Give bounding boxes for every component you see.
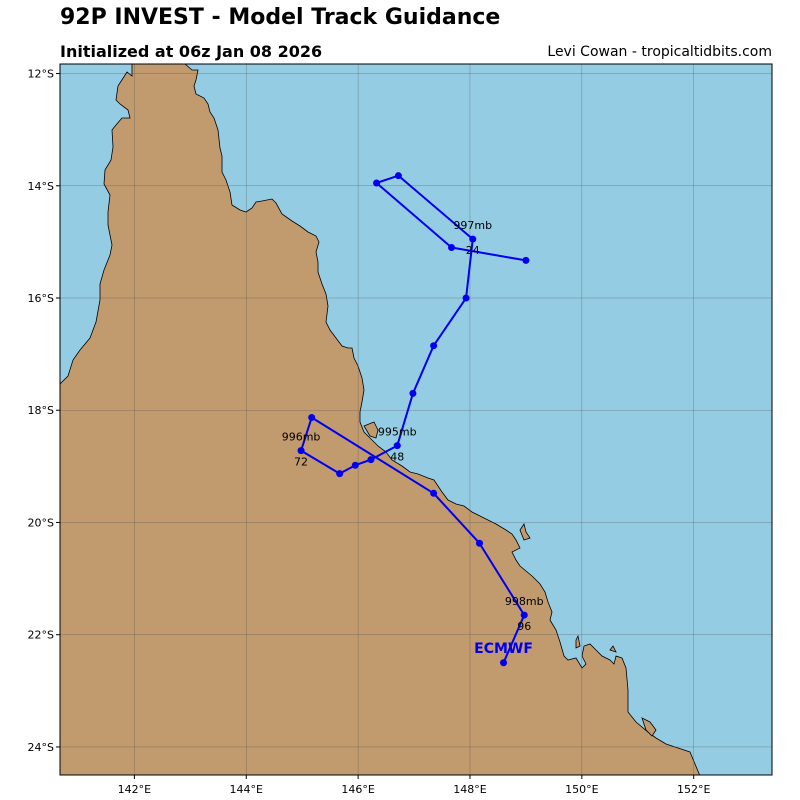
model-label: ECMWF <box>474 641 533 657</box>
map-frame <box>59 63 773 776</box>
lon-tick-label: 142°E <box>118 783 151 796</box>
track-point <box>475 539 483 547</box>
lon-tick-label: 150°E <box>565 783 598 796</box>
track-point <box>373 179 381 187</box>
lat-tick-label: 12°S <box>28 68 54 81</box>
island <box>641 717 657 737</box>
track-point <box>394 172 402 180</box>
lon-tick-label: 152°E <box>677 783 710 796</box>
forecast-hour-label: 72 <box>294 456 308 469</box>
lon-tick-label: 146°E <box>341 783 374 796</box>
track-point <box>520 611 528 619</box>
init-time-label: Initialized at 06z Jan 08 2026 <box>60 42 323 61</box>
map-title: 92P INVEST - Model Track Guidance <box>60 5 501 30</box>
lat-tick-label: 24°S <box>28 741 54 754</box>
lat-tick-label: 20°S <box>28 516 54 529</box>
track-point <box>469 235 477 243</box>
credit-label: Levi Cowan - tropicaltidbits.com <box>547 44 772 60</box>
lat-tick-label: 18°S <box>28 404 54 417</box>
graticule <box>60 64 772 775</box>
forecast-hour-label: 24 <box>466 244 480 257</box>
track-point <box>393 442 401 450</box>
pressure-label: 995mb <box>378 426 417 439</box>
track-point <box>367 456 375 464</box>
track-point <box>308 414 316 422</box>
forecast-hour-label: 48 <box>390 451 404 464</box>
pressure-label: 997mb <box>453 219 492 232</box>
track-point <box>409 389 417 397</box>
track-point <box>336 470 344 478</box>
island <box>363 421 379 439</box>
track-point <box>522 256 530 264</box>
island <box>575 634 581 649</box>
pressure-label: 996mb <box>282 431 321 444</box>
track-point <box>462 294 470 302</box>
island <box>609 645 617 653</box>
island <box>519 523 531 541</box>
ecmwf-track <box>297 172 530 667</box>
lon-tick-label: 144°E <box>230 783 263 796</box>
lat-tick-label: 16°S <box>28 292 54 305</box>
lon-tick-label: 148°E <box>453 783 486 796</box>
forecast-hour-label: 96 <box>517 620 531 633</box>
track-line <box>300 174 527 664</box>
track-point <box>430 342 438 350</box>
axis-ticks: 142°E 144°E 146°E 148°E 150°E 152°E 12°S 14°S 16… <box>28 68 711 796</box>
lat-tick-label: 14°S <box>28 180 54 193</box>
pressure-label: 998mb <box>505 595 544 608</box>
track-point <box>297 447 305 455</box>
lat-tick-label: 22°S <box>28 629 54 642</box>
track-point <box>351 461 359 469</box>
track-point <box>430 489 438 497</box>
track-point <box>448 244 456 252</box>
track-labels: 997mb 24 995mb 48 996mb 72 998mb 96 ECMWF <box>282 219 544 657</box>
track-point <box>500 659 508 667</box>
australia-coastline <box>60 64 701 775</box>
